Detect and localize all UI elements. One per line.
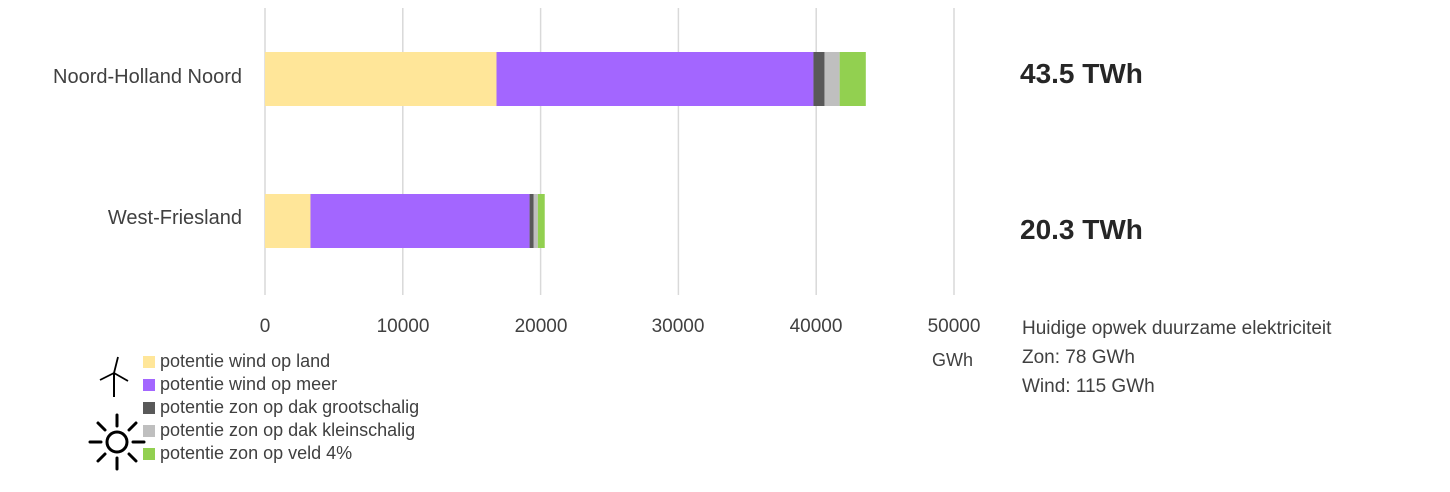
bar-segment	[839, 52, 866, 106]
legend-item: potentie zon op dak grootschalig	[143, 396, 419, 419]
legend-item: potentie wind op land	[143, 350, 419, 373]
bar-segment	[265, 52, 497, 106]
bar-segment	[533, 194, 538, 248]
legend-label: potentie wind op meer	[160, 374, 338, 394]
x-tick-label: 0	[259, 316, 271, 337]
current-generation-box: Huidige opwek duurzame elektriciteit Zon…	[1022, 314, 1331, 401]
bar-segment	[496, 52, 814, 106]
stacked-bar-chart	[264, 8, 955, 295]
bar-segment	[813, 52, 825, 106]
sun-icon	[88, 413, 146, 471]
x-tick-label: 10000	[376, 316, 430, 337]
x-tick-label: 20000	[514, 316, 568, 337]
legend-label: potentie wind op land	[160, 351, 331, 371]
bar-segment	[529, 194, 534, 248]
legend-swatch	[143, 447, 155, 460]
legend-label: potentie zon op veld 4%	[160, 443, 353, 463]
legend-item: potentie zon op dak kleinschalig	[143, 419, 419, 442]
bar-segment	[265, 194, 311, 248]
legend-swatch	[143, 378, 155, 391]
category-label-noord-holland-noord: Noord-Holland Noord	[53, 66, 242, 88]
current-generation-title: Huidige opwek duurzame elektriciteit	[1022, 318, 1332, 339]
wind-turbine-icon	[99, 356, 129, 397]
bar-segment	[537, 194, 545, 248]
x-tick-label: 30000	[651, 316, 705, 337]
legend: potentie wind op land potentie wind op m…	[143, 350, 419, 465]
legend-item: potentie wind op meer	[143, 373, 419, 396]
x-tick-label: 40000	[789, 316, 843, 337]
x-axis-unit: GWh	[932, 350, 974, 370]
legend-swatch	[143, 401, 155, 414]
bar-segment	[310, 194, 530, 248]
total-label-noord-holland-noord: 43.5 TWh	[1020, 58, 1143, 89]
legend-label: potentie zon op dak grootschalig	[160, 397, 420, 417]
legend-swatch	[143, 424, 155, 437]
x-tick-label: 50000	[927, 316, 981, 337]
current-generation-wind: Wind: 115 GWh	[1022, 376, 1155, 397]
legend-swatch	[143, 355, 155, 368]
legend-item: potentie zon op veld 4%	[143, 442, 419, 465]
current-generation-zon: Zon: 78 GWh	[1022, 347, 1135, 368]
total-label-west-friesland: 20.3 TWh	[1020, 214, 1143, 245]
category-label-west-friesland: West-Friesland	[107, 207, 242, 229]
bar-segment	[824, 52, 840, 106]
legend-label: potentie zon op dak kleinschalig	[160, 420, 416, 440]
